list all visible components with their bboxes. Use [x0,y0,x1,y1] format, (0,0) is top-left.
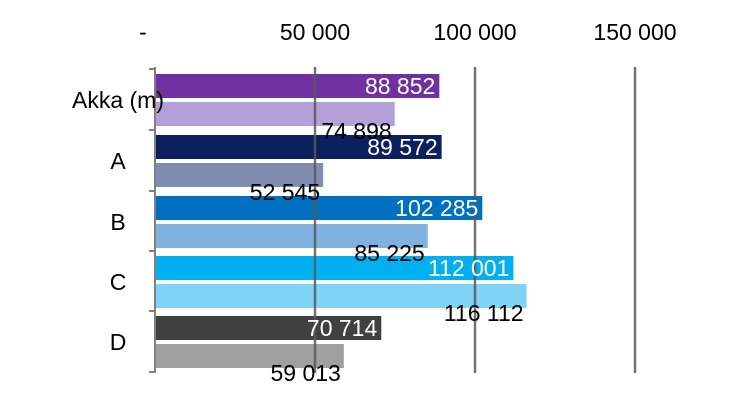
category-label-2: B [110,209,125,235]
category-label-0: Akka (m) [72,87,164,113]
tick-label-3: 150 000 [593,19,676,45]
data-label-4-0: 70 714 [307,315,378,341]
bar-1-1 [155,163,324,187]
category-label-3: C [110,269,127,295]
data-label-2-0: 102 285 [395,195,478,221]
gridlines [313,67,637,373]
data-label-3-0: 112 001 [428,255,509,281]
axes [149,67,156,373]
category-label-4: D [110,329,127,355]
bar-4-1 [155,344,344,368]
data-label-1-0: 89 572 [367,134,437,160]
data-label-4-1: 59 013 [270,360,340,386]
bar-3-1 [155,284,527,308]
tick-label-1: 50 000 [280,19,350,45]
tick-label-0: - [139,19,147,45]
bar-0-1 [155,102,395,126]
bar-2-0 [155,196,483,220]
bars-layer [155,74,527,368]
data-label-2-1: 85 225 [354,240,424,266]
bar-3-0 [155,256,514,280]
category-label-1: A [110,148,126,174]
labels-layer: 88 852 74 898 Akka (m) 89 572 52 545 A 102 285… [72,19,677,386]
bar-4-0 [155,316,382,340]
data-label-3-1: 116 112 [444,300,524,326]
bar-0-0 [155,74,440,98]
bar-2-1 [155,224,428,248]
bar-1-0 [155,135,442,159]
data-label-1-1: 52 545 [250,179,320,205]
tick-label-2: 100 000 [433,19,516,45]
data-label-0-1: 74 898 [321,118,391,144]
data-label-0-0: 88 852 [365,73,435,99]
